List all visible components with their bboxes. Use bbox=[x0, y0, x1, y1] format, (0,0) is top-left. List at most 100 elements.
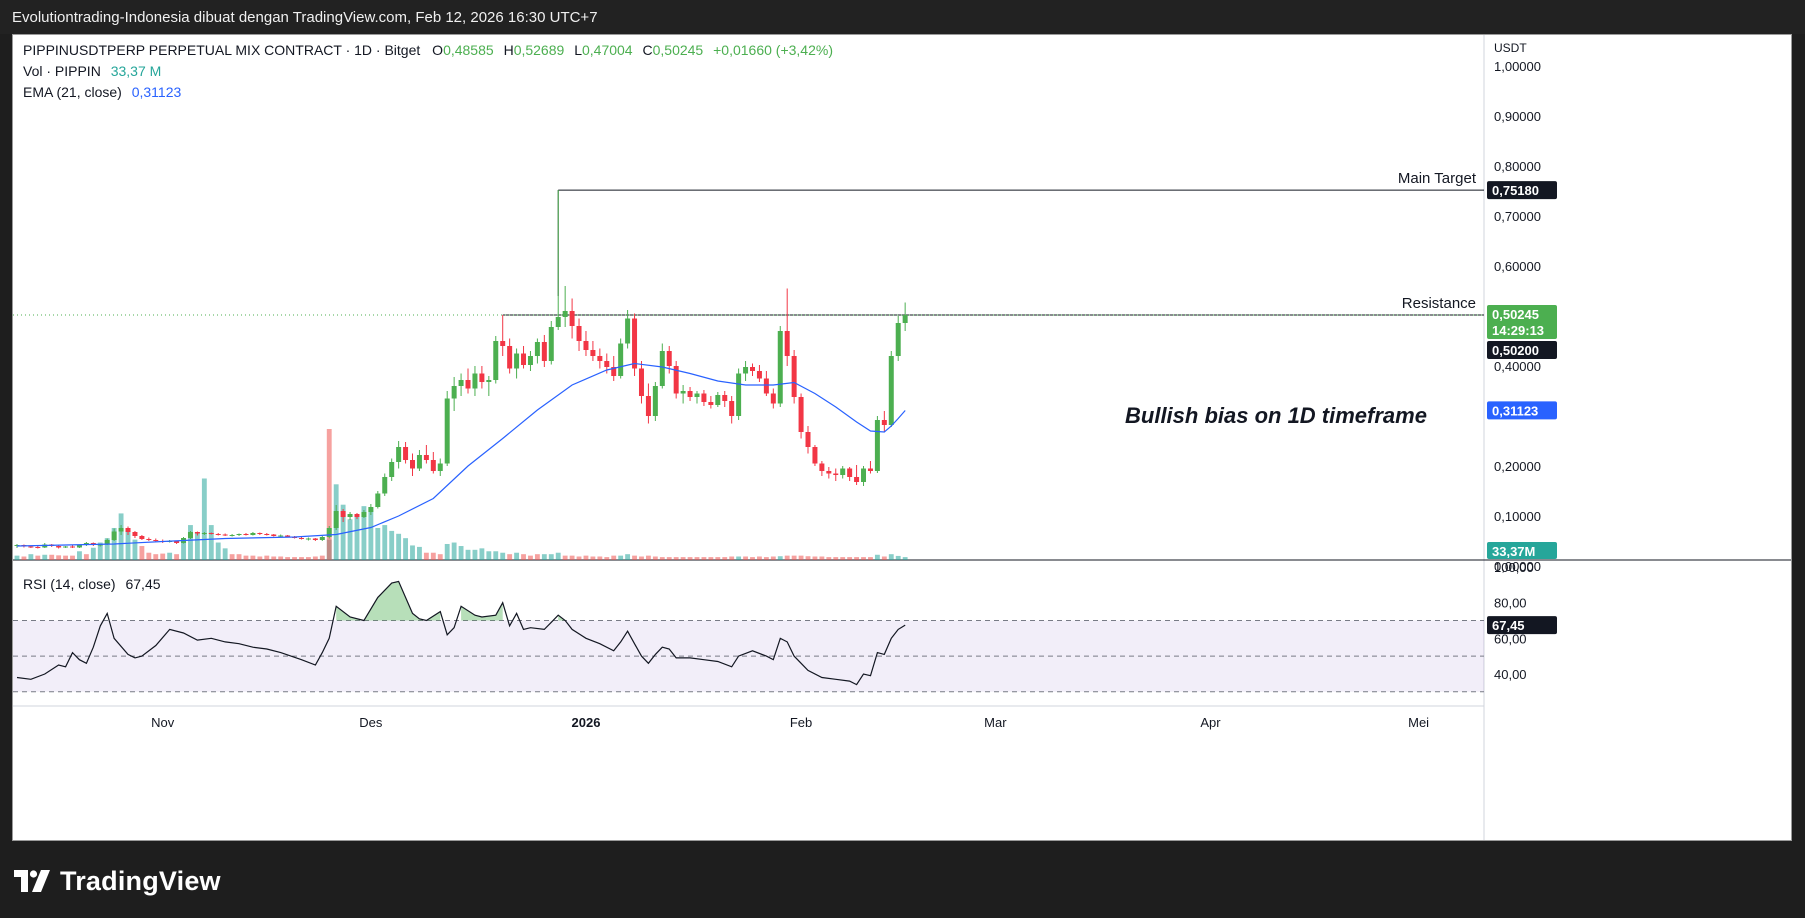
volume-bar-down bbox=[576, 556, 582, 560]
candle-body-down bbox=[507, 346, 513, 369]
candle-body-down bbox=[750, 367, 755, 371]
badge-main-target-bg bbox=[1487, 181, 1557, 200]
volume-bar-down bbox=[430, 552, 436, 560]
candle-body-down bbox=[597, 356, 603, 361]
rsi-tick-label: 40,00 bbox=[1494, 667, 1527, 682]
candle-body-up bbox=[118, 528, 124, 532]
volume-bar-down bbox=[278, 556, 284, 560]
candle-body-up bbox=[659, 351, 665, 386]
candle-body-up bbox=[715, 395, 721, 405]
volume-bar-up bbox=[361, 506, 367, 560]
candle-body-up bbox=[382, 477, 388, 494]
volume-bar-up bbox=[77, 551, 82, 560]
tradingview-logo[interactable]: TradingView bbox=[14, 864, 221, 898]
candle-body-down bbox=[132, 532, 138, 536]
volume-bar-down bbox=[881, 556, 887, 560]
tradingview-logo-icon bbox=[14, 870, 50, 892]
candle-body-up bbox=[396, 447, 402, 462]
volume-bar-down bbox=[56, 555, 62, 560]
legend-symbol[interactable]: PIPPINUSDTPERP PERPETUAL MIX CONTRACT · … bbox=[23, 42, 421, 58]
price-tick-label: 0,10000 bbox=[1494, 509, 1541, 524]
candle-body-down bbox=[146, 539, 152, 540]
candle-body-down bbox=[257, 533, 263, 534]
candle-body-up bbox=[652, 386, 658, 416]
candle-body-up bbox=[555, 317, 561, 327]
volume-bar-up bbox=[396, 533, 402, 560]
candle-body-down bbox=[604, 361, 610, 367]
legend-h-label: H bbox=[503, 42, 514, 58]
candle-body-down bbox=[854, 477, 860, 482]
rsi-line bbox=[16, 580, 906, 686]
legend-rsi-row[interactable]: RSI (14, close) 67,45 bbox=[23, 576, 161, 592]
volume-bar-down bbox=[174, 554, 180, 560]
volume-bar-down bbox=[729, 556, 735, 560]
volume-bar-up bbox=[493, 551, 499, 560]
candle-body-up bbox=[104, 540, 110, 545]
legend-volume-value: 33,37 M bbox=[110, 63, 162, 79]
price-tick-label: 1,00000 bbox=[1494, 59, 1541, 74]
volume-bar-up bbox=[541, 554, 547, 560]
volume-bar-down bbox=[680, 557, 686, 560]
volume-bar-down bbox=[264, 555, 270, 560]
volume-bar-up bbox=[28, 554, 34, 560]
volume-bar-up bbox=[201, 478, 207, 560]
badge-volume: 33,37M bbox=[1492, 544, 1535, 559]
candle-body-down bbox=[174, 541, 180, 543]
candle-body-up bbox=[527, 356, 533, 365]
candle-body-down bbox=[666, 351, 672, 366]
candle-body-down bbox=[312, 538, 318, 540]
volume-bar-down bbox=[833, 557, 839, 560]
volume-bar-down bbox=[826, 557, 832, 560]
candle-body-down bbox=[722, 395, 728, 401]
candle-body-up bbox=[534, 342, 540, 356]
volume-bar-up bbox=[479, 548, 485, 560]
volume-bar-up bbox=[215, 542, 221, 560]
volume-bar-down bbox=[708, 557, 714, 560]
volume-bar-down bbox=[528, 555, 533, 560]
candle-body-up bbox=[694, 393, 700, 397]
volume-bar-down bbox=[784, 555, 790, 560]
volume-bar-down bbox=[437, 554, 443, 560]
candle-body-up bbox=[562, 311, 568, 317]
badge-resistance-bg bbox=[1487, 341, 1557, 359]
candle-body-down bbox=[465, 380, 471, 389]
legend-ema-row[interactable]: EMA (21, close) 0,31123 bbox=[23, 84, 181, 100]
volume-bar-down bbox=[701, 557, 707, 560]
candle-body-up bbox=[187, 532, 193, 538]
volume-bar-up bbox=[465, 549, 471, 560]
candle-body-down bbox=[756, 371, 762, 379]
volume-bar-down bbox=[160, 553, 166, 560]
candle-body-down bbox=[410, 460, 416, 469]
candle-body-down bbox=[222, 534, 228, 536]
badge-volume-bg bbox=[1487, 542, 1557, 559]
ema-21-line bbox=[16, 362, 906, 547]
volume-bar-down bbox=[423, 552, 429, 560]
volume-bar-up bbox=[514, 552, 520, 560]
candle-body-down bbox=[569, 311, 575, 326]
chart-frame[interactable]: Main Target Resistance 1,00000 0,90000 0,800… bbox=[12, 34, 1792, 841]
time-tick-label: Apr bbox=[1200, 715, 1221, 730]
volume-bar-up bbox=[97, 542, 103, 560]
volume-bar-up bbox=[368, 507, 374, 560]
rsi-tick-label: 80,00 bbox=[1494, 596, 1527, 611]
volume-bar-down bbox=[63, 555, 68, 560]
volume-bar-up bbox=[888, 554, 894, 560]
candle-body-down bbox=[215, 534, 221, 535]
volume-bar-down bbox=[847, 557, 853, 560]
candle-body-up bbox=[416, 455, 422, 469]
volume-bar-up bbox=[410, 545, 415, 560]
candle-body-down bbox=[805, 432, 811, 447]
candle-body-down bbox=[833, 473, 839, 475]
volume-bar-down bbox=[743, 556, 748, 560]
candle-body-down bbox=[576, 326, 582, 341]
level-label-main-target: Main Target bbox=[1398, 170, 1477, 187]
legend-close: 0,50245 bbox=[652, 42, 704, 58]
candle-body-up bbox=[278, 535, 284, 537]
volume-bar-up bbox=[222, 548, 228, 560]
legend-volume-row[interactable]: Vol · PIPPIN 33,37 M bbox=[23, 63, 161, 79]
candle-body-down bbox=[770, 393, 776, 404]
volume-bar-up bbox=[451, 542, 457, 560]
chart-canvas[interactable]: Main Target Resistance 1,00000 0,90000 0,800… bbox=[13, 35, 1791, 840]
volume-bar-down bbox=[770, 556, 776, 560]
legend-volume-label: Vol · PIPPIN bbox=[23, 63, 101, 79]
